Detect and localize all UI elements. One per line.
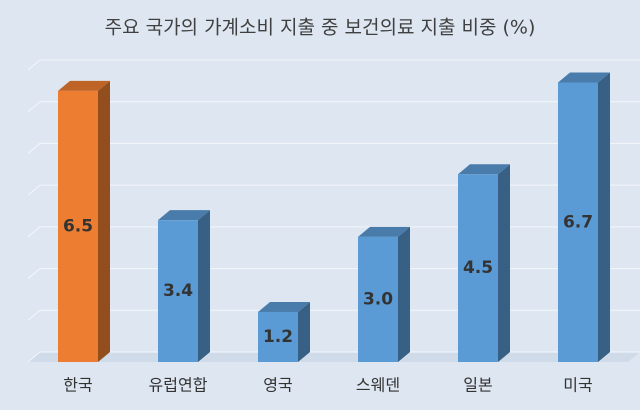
chart-title: 주요 국가의 가계소비 지출 중 보건의료 지출 비중 (%)	[105, 17, 536, 39]
bar	[258, 311, 298, 362]
x-tick-label: 영국	[263, 376, 292, 395]
data-label: 1.2	[263, 327, 293, 347]
grid-line	[27, 59, 640, 71]
grid-line	[27, 309, 640, 321]
data-label: 4.5	[463, 258, 493, 278]
grid-line	[27, 142, 640, 154]
x-tick-label: 한국	[63, 376, 92, 395]
x-tick-label: 유럽연합	[149, 376, 208, 395]
bar-side	[398, 226, 410, 362]
grid-line	[27, 226, 640, 238]
bar-side	[198, 210, 210, 362]
bar-side	[298, 301, 310, 362]
bar-top	[258, 301, 310, 312]
floor	[28, 352, 640, 362]
grid-line	[27, 101, 640, 113]
data-label: 6.7	[563, 212, 593, 232]
bar-top	[158, 210, 210, 221]
bar	[358, 236, 398, 362]
bar-top	[58, 80, 110, 91]
data-label: 6.5	[63, 216, 93, 236]
bar-top	[558, 72, 610, 83]
grid-line	[27, 184, 640, 196]
bar-side	[498, 164, 510, 362]
x-tick-label: 일본	[463, 376, 492, 395]
bar-top	[358, 226, 410, 237]
x-tick-label: 미국	[563, 376, 592, 395]
bar	[58, 90, 98, 362]
data-label: 3.0	[363, 289, 393, 309]
bar-side	[598, 72, 610, 362]
bar	[158, 220, 198, 362]
bar	[558, 82, 598, 362]
bar	[458, 174, 498, 362]
x-tick-label: 스웨덴	[356, 376, 400, 395]
grid-line	[27, 268, 640, 279]
bar-top	[458, 164, 510, 175]
bar-side	[98, 80, 110, 362]
data-label: 3.4	[163, 281, 193, 301]
grid-line	[27, 351, 640, 363]
